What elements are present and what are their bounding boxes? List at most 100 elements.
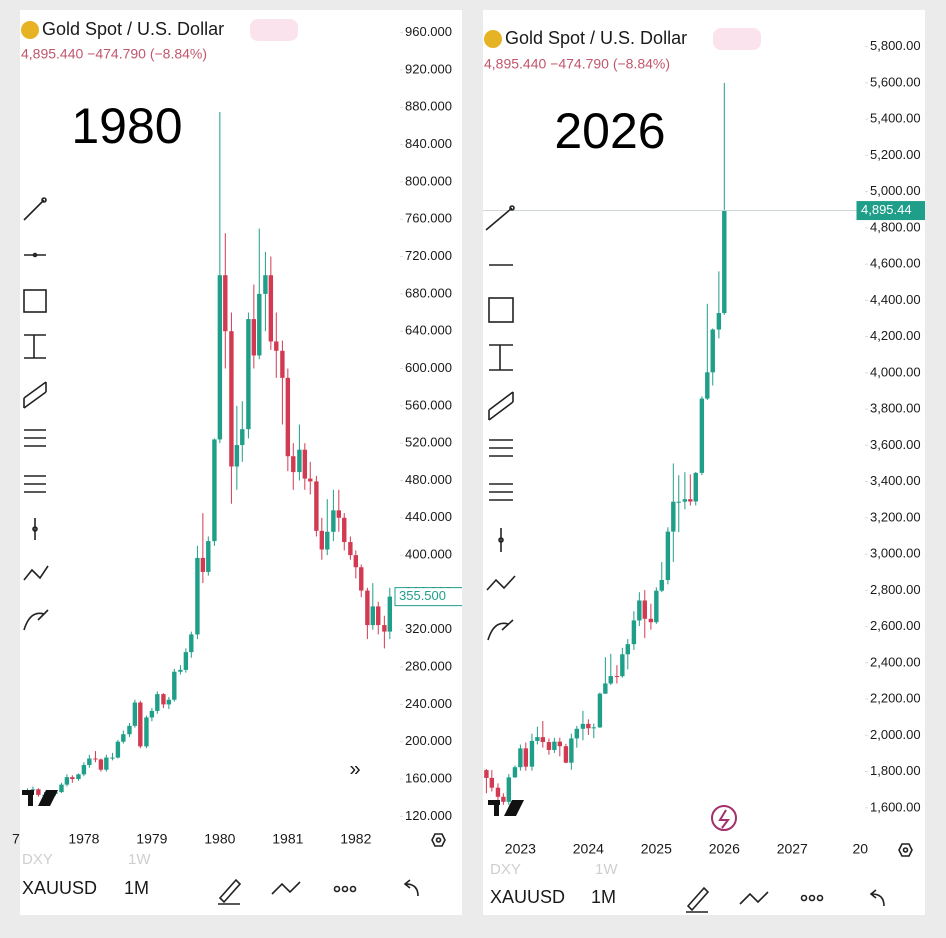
- candle-body: [620, 654, 625, 677]
- y-tick-label: 5,800.00: [870, 38, 921, 53]
- candle-body: [161, 694, 166, 705]
- prev-symbol: DXY: [22, 851, 53, 868]
- quote: 4,895.440 −474.790 (−8.84%): [21, 46, 207, 62]
- y-tick-label: 120.000: [405, 808, 452, 823]
- y-tick-label: 880.000: [405, 99, 452, 114]
- candle-body: [382, 625, 387, 632]
- x-tick-label: 2024: [573, 841, 604, 857]
- candle-body: [155, 694, 160, 711]
- candle-body: [285, 377, 291, 457]
- symbol[interactable]: XAUUSD: [22, 878, 97, 898]
- candle-body: [30, 789, 36, 791]
- candle-body: [291, 456, 296, 473]
- y-tick-label: 2,000.00: [870, 727, 921, 742]
- alert-icon[interactable]: [711, 805, 737, 831]
- candle-body: [608, 676, 613, 684]
- settings-icon[interactable]: [431, 833, 913, 857]
- prev-interval: 1W: [595, 861, 618, 878]
- candle-body: [580, 723, 586, 729]
- chart-panel: Gold Spot / U.S. Dollar 4,895.440 −474.79…: [21, 19, 462, 823]
- candle-body: [518, 748, 523, 768]
- candle-body: [240, 429, 245, 446]
- x-tick-label: 2026: [709, 841, 740, 857]
- y-tick-label: 480.000: [405, 472, 452, 487]
- chart-title: Gold Spot / U.S. Dollar: [42, 19, 224, 39]
- x-tick-label: 1979: [136, 831, 167, 847]
- y-tick-label: 240.000: [405, 696, 452, 711]
- candle-body: [501, 796, 506, 802]
- candle-body: [359, 567, 364, 591]
- y-tick-label: 3,600.00: [870, 437, 921, 452]
- y-tick-label: 160.000: [405, 770, 452, 785]
- candle-body: [376, 606, 381, 626]
- last-price-box: [856, 201, 925, 221]
- x-tick-label: 2027: [777, 841, 808, 857]
- candle-body: [512, 767, 518, 778]
- drawing-tools[interactable]: [23, 197, 516, 641]
- x-tick-label: 2023: [505, 841, 536, 857]
- interval[interactable]: 1M: [591, 887, 616, 907]
- candle-body: [149, 710, 155, 718]
- candle-body: [64, 777, 70, 785]
- candle-body: [104, 757, 109, 770]
- candle-body: [591, 727, 596, 729]
- scroll-icon[interactable]: »: [349, 758, 360, 780]
- y-tick-label: 2,200.00: [870, 691, 921, 706]
- y-tick-label: 400.000: [405, 547, 452, 562]
- candle-body: [121, 734, 126, 742]
- x-tick-label: 1981: [272, 831, 303, 847]
- candle-body: [183, 652, 189, 670]
- candle-body: [348, 542, 353, 556]
- y-tick-label: 2,600.00: [870, 618, 921, 633]
- y-tick-label: 5,200.00: [870, 147, 921, 162]
- candle-body: [178, 669, 183, 672]
- candle-body: [257, 293, 262, 356]
- bottom-tools[interactable]: [218, 878, 885, 913]
- candle-body: [370, 606, 376, 626]
- candle-body: [206, 541, 211, 572]
- indicator-pill: [713, 28, 761, 50]
- candle-body: [189, 634, 194, 653]
- y-tick-label: 4,400.00: [870, 292, 921, 307]
- candle-body: [631, 620, 637, 645]
- x-tick-label: 7: [12, 831, 20, 847]
- candle-body: [138, 702, 143, 747]
- y-tick-label: 320.000: [405, 621, 452, 636]
- x-tick-label: 2025: [641, 841, 672, 857]
- candle-body: [614, 676, 620, 678]
- candle-body: [540, 737, 546, 743]
- candle-body: [115, 741, 121, 758]
- last-price-box: [394, 587, 462, 607]
- candle-body: [325, 531, 330, 550]
- y-tick-label: 4,000.00: [870, 364, 921, 379]
- candle-body: [705, 372, 710, 399]
- y-tick-label: 760.000: [405, 211, 452, 226]
- candle-body: [280, 350, 285, 378]
- candle-body: [654, 590, 659, 623]
- candle-body: [557, 741, 563, 747]
- candle-body: [648, 618, 654, 623]
- candle-body: [665, 531, 671, 581]
- candle-body: [212, 439, 217, 542]
- candle-body: [110, 757, 115, 759]
- candle-body: [200, 557, 206, 572]
- y-tick-label: 960.000: [405, 24, 452, 39]
- candle-body: [693, 472, 698, 502]
- symbol[interactable]: XAUUSD: [490, 887, 565, 907]
- panel: [20, 10, 462, 915]
- quote: 4,895.440 −474.790 (−8.84%): [484, 56, 670, 72]
- candle-body: [59, 784, 64, 793]
- candle-body: [523, 748, 529, 767]
- y-tick-label: 5,000.00: [870, 183, 921, 198]
- interval[interactable]: 1M: [124, 878, 149, 898]
- y-tick-label: 720.000: [405, 248, 452, 263]
- y-tick-label: 2,800.00: [870, 582, 921, 597]
- candle-body: [546, 742, 552, 751]
- candle-body: [710, 329, 715, 373]
- y-tick-label: 560.000: [405, 397, 452, 412]
- candle-body: [659, 580, 664, 591]
- y-tick-label: 3,000.00: [870, 546, 921, 561]
- candle-body: [314, 481, 319, 531]
- candle-body: [127, 725, 132, 735]
